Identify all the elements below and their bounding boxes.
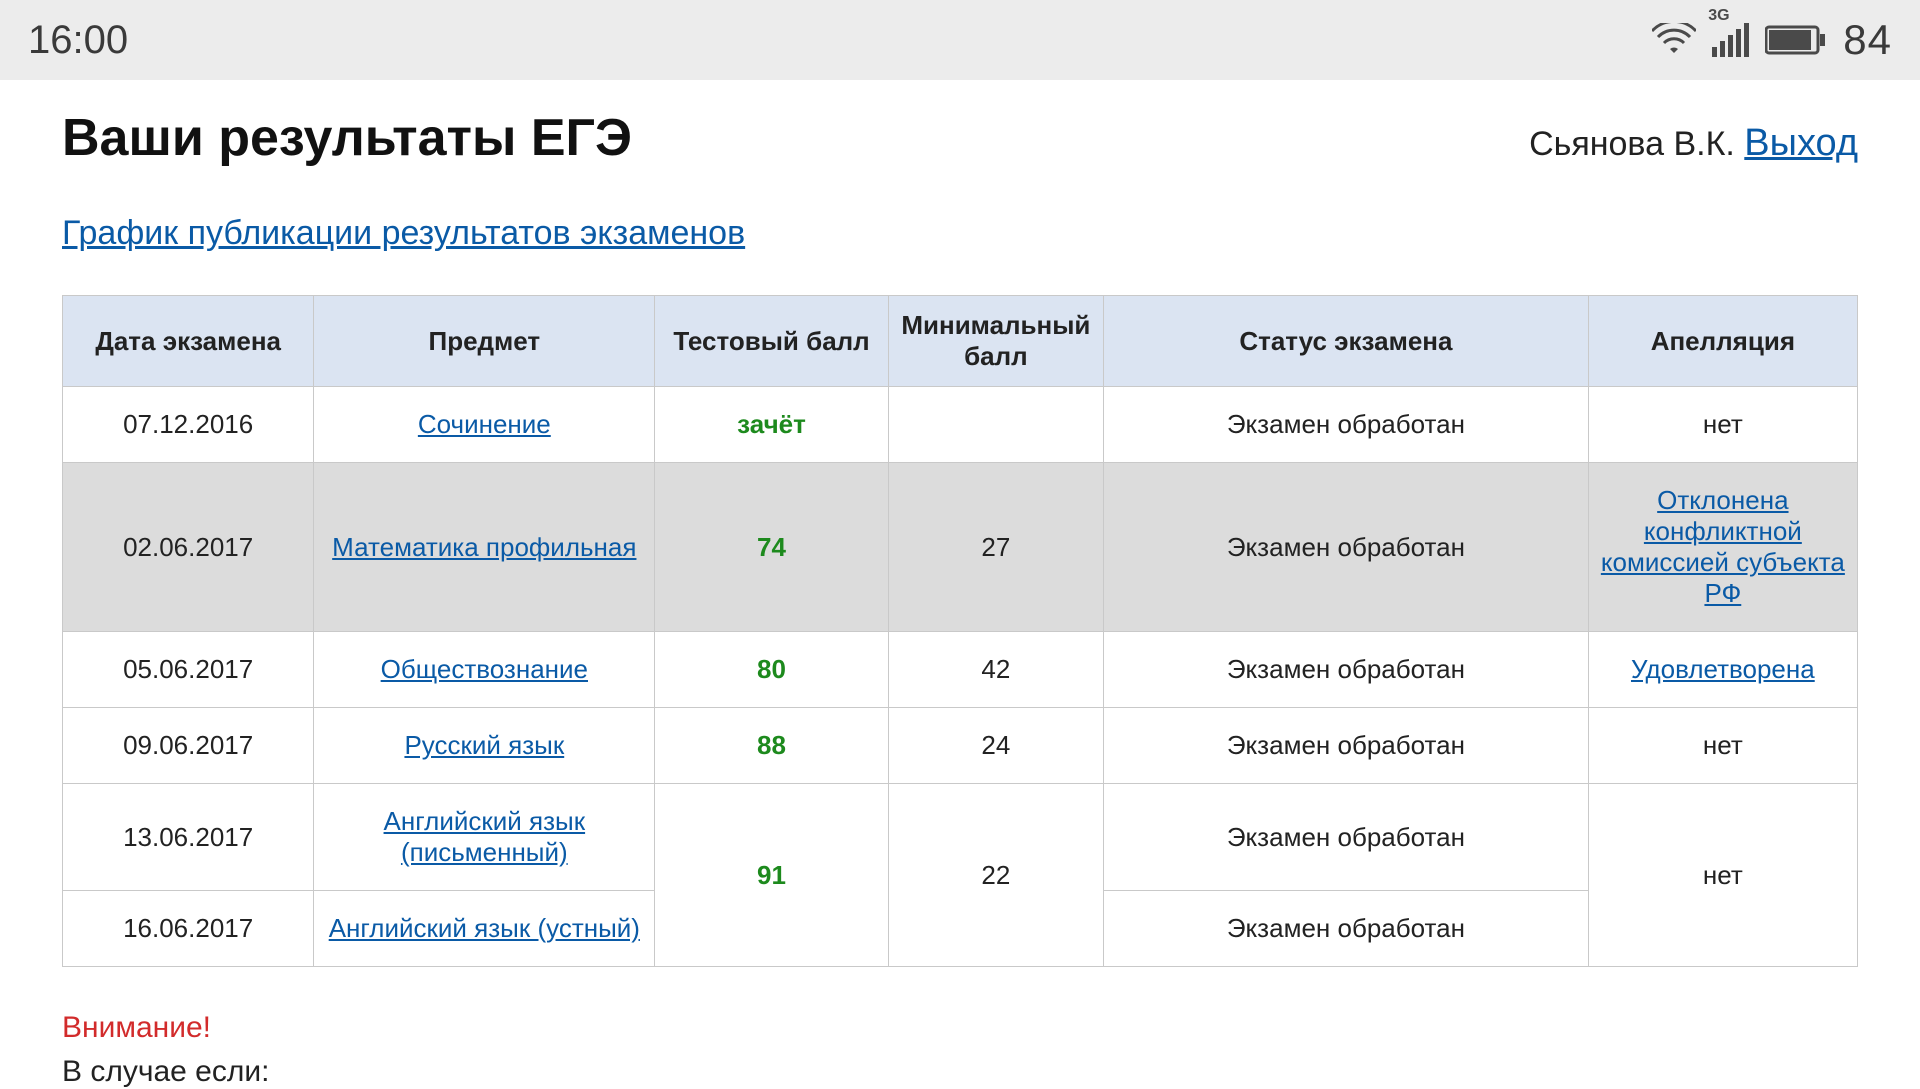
statusbar: 16:00 3G 84 <box>0 0 1920 80</box>
cell-appeal: Отклонена конфликтной комиссией субъекта… <box>1588 463 1857 632</box>
userbox: Сьянова В.К. Выход <box>1529 122 1858 165</box>
table-row: 09.06.2017 Русский язык 88 24 Экзамен об… <box>63 708 1858 784</box>
battery-percent: 84 <box>1843 16 1892 64</box>
cell-status: Экзамен обработан <box>1104 463 1589 632</box>
score-value: 74 <box>757 532 786 562</box>
header-row: Ваши результаты ЕГЭ Сьянова В.К. Выход <box>62 108 1858 168</box>
network-label: 3G <box>1708 7 1729 25</box>
col-score: Тестовый балл <box>655 296 888 387</box>
cell-status: Экзамен обработан <box>1104 891 1589 967</box>
table-row: 02.06.2017 Математика профильная 74 27 Э… <box>63 463 1858 632</box>
cell-min: 24 <box>888 708 1103 784</box>
cell-status: Экзамен обработан <box>1104 784 1589 891</box>
subject-link[interactable]: Русский язык <box>404 730 564 760</box>
cell-date: 16.06.2017 <box>63 891 314 967</box>
subject-link[interactable]: Математика профильная <box>332 532 636 562</box>
cell-subject: Русский язык <box>314 708 655 784</box>
table-row: 07.12.2016 Сочинение зачёт Экзамен обраб… <box>63 387 1858 463</box>
score-value: 88 <box>757 730 786 760</box>
cell-date: 07.12.2016 <box>63 387 314 463</box>
cell-appeal: нет <box>1588 784 1857 967</box>
table-body: 07.12.2016 Сочинение зачёт Экзамен обраб… <box>63 387 1858 967</box>
cell-subject: Математика профильная <box>314 463 655 632</box>
cell-date: 13.06.2017 <box>63 784 314 891</box>
col-appeal: Апелляция <box>1588 296 1857 387</box>
wifi-icon <box>1652 23 1696 57</box>
cell-subject: Обществознание <box>314 632 655 708</box>
warning-label: Внимание! <box>62 1011 1858 1045</box>
cell-date: 09.06.2017 <box>63 708 314 784</box>
cell-score: зачёт <box>655 387 888 463</box>
cell-appeal: нет <box>1588 387 1857 463</box>
cell-min <box>888 387 1103 463</box>
cell-status: Экзамен обработан <box>1104 708 1589 784</box>
subject-link[interactable]: Английский язык (устный) <box>329 913 640 943</box>
cell-score: 74 <box>655 463 888 632</box>
subject-link[interactable]: Английский язык (письменный) <box>384 806 586 867</box>
col-min: Минимальный балл <box>888 296 1103 387</box>
cell-date: 05.06.2017 <box>63 632 314 708</box>
table-header-row: Дата экзамена Предмет Тестовый балл Мини… <box>63 296 1858 387</box>
cell-score: 80 <box>655 632 888 708</box>
col-status: Статус экзамена <box>1104 296 1589 387</box>
cell-appeal: Удовлетворена <box>1588 632 1857 708</box>
statusbar-right: 3G 84 <box>1652 16 1892 64</box>
cell-subject: Сочинение <box>314 387 655 463</box>
cell-score: 91 <box>655 784 888 967</box>
cell-appeal: нет <box>1588 708 1857 784</box>
cell-min: 27 <box>888 463 1103 632</box>
cellular-icon: 3G <box>1712 23 1749 57</box>
cell-subject: Английский язык (устный) <box>314 891 655 967</box>
table-row: 05.06.2017 Обществознание 80 42 Экзамен … <box>63 632 1858 708</box>
battery-icon <box>1765 24 1827 56</box>
table-row: 13.06.2017 Английский язык (письменный) … <box>63 784 1858 891</box>
statusbar-time: 16:00 <box>28 18 1652 63</box>
score-value: 80 <box>757 654 786 684</box>
cell-min: 22 <box>888 784 1103 967</box>
results-table: Дата экзамена Предмет Тестовый балл Мини… <box>62 295 1858 967</box>
cell-date: 02.06.2017 <box>63 463 314 632</box>
subject-link[interactable]: Сочинение <box>418 409 551 439</box>
cell-status: Экзамен обработан <box>1104 387 1589 463</box>
col-subject: Предмет <box>314 296 655 387</box>
cell-status: Экзамен обработан <box>1104 632 1589 708</box>
score-value: зачёт <box>737 409 806 439</box>
cell-score: 88 <box>655 708 888 784</box>
col-date: Дата экзамена <box>63 296 314 387</box>
schedule-link[interactable]: График публикации результатов экзаменов <box>62 214 745 253</box>
cell-min: 42 <box>888 632 1103 708</box>
note-text: В случае если: <box>62 1055 1858 1089</box>
appeal-link[interactable]: Удовлетворена <box>1631 654 1815 684</box>
score-value: 91 <box>757 860 786 890</box>
cell-subject: Английский язык (письменный) <box>314 784 655 891</box>
page-content: Ваши результаты ЕГЭ Сьянова В.К. Выход Г… <box>0 80 1920 1089</box>
logout-link[interactable]: Выход <box>1744 122 1858 164</box>
username: Сьянова В.К. <box>1529 125 1735 163</box>
page-title: Ваши результаты ЕГЭ <box>62 108 632 168</box>
appeal-link[interactable]: Отклонена конфликтной комиссией субъекта… <box>1601 485 1845 608</box>
subject-link[interactable]: Обществознание <box>381 654 588 684</box>
